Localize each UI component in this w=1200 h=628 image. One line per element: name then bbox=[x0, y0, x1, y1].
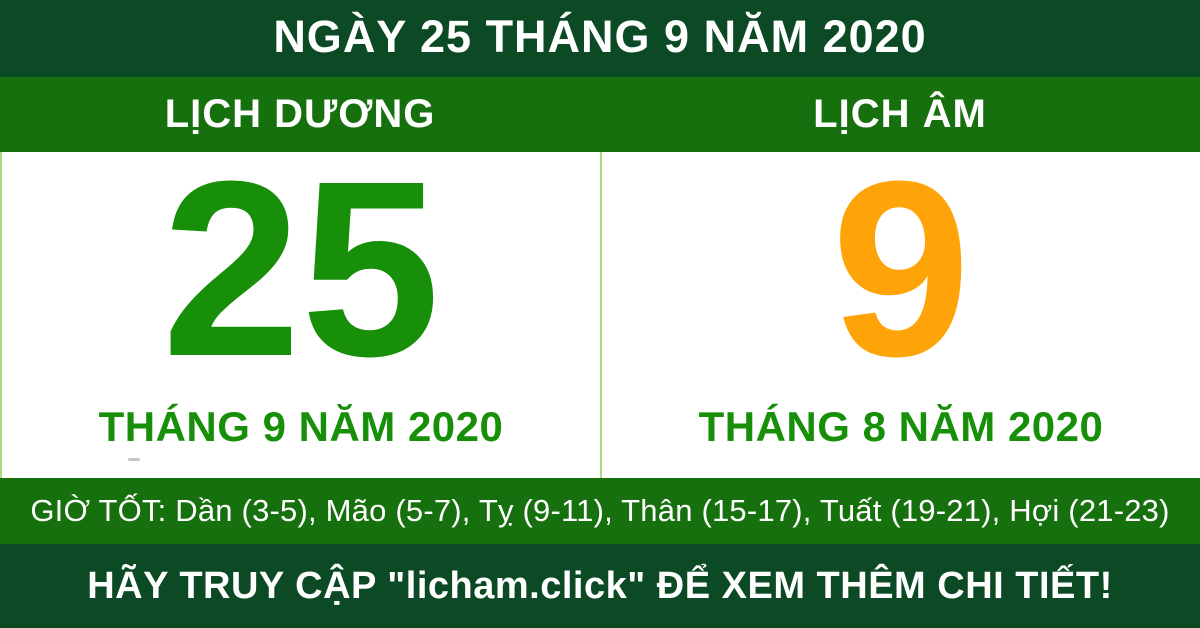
calendar-type-header-row: LỊCH DƯƠNG LỊCH ÂM bbox=[0, 77, 1200, 152]
solar-calendar-header: LỊCH DƯƠNG bbox=[164, 92, 436, 136]
panel-divider bbox=[600, 152, 602, 478]
lunar-day-panel: 9 THÁNG 8 NĂM 2020 bbox=[602, 129, 1200, 478]
solar-day-number: 25 bbox=[161, 129, 441, 408]
lunar-calendar-header: LỊCH ÂM bbox=[813, 92, 987, 136]
cta-bar: HÃY TRUY CẬP "licham.click" ĐỂ XEM THÊM … bbox=[0, 544, 1200, 628]
lunar-month-label: THÁNG 8 NĂM 2020 bbox=[698, 403, 1104, 450]
day-panels: 25 THÁNG 9 NĂM 2020 9 THÁNG 8 NĂM 2020 bbox=[0, 129, 1200, 478]
good-hours-bar: GIỜ TỐT: Dần (3-5), Mão (5-7), Tỵ (9-11)… bbox=[0, 478, 1200, 544]
cta-text: HÃY TRUY CẬP "licham.click" ĐỂ XEM THÊM … bbox=[87, 564, 1113, 607]
lunar-day-number: 9 bbox=[831, 129, 971, 408]
solar-month-label: THÁNG 9 NĂM 2020 bbox=[98, 403, 504, 450]
smudge-artifact bbox=[128, 458, 140, 461]
solar-day-panel: 25 THÁNG 9 NĂM 2020 bbox=[2, 129, 600, 478]
page-title: NGÀY 25 THÁNG 9 NĂM 2020 bbox=[273, 11, 927, 62]
date-title-bar: NGÀY 25 THÁNG 9 NĂM 2020 bbox=[0, 0, 1200, 77]
good-hours-text: GIỜ TỐT: Dần (3-5), Mão (5-7), Tỵ (9-11)… bbox=[30, 493, 1170, 528]
